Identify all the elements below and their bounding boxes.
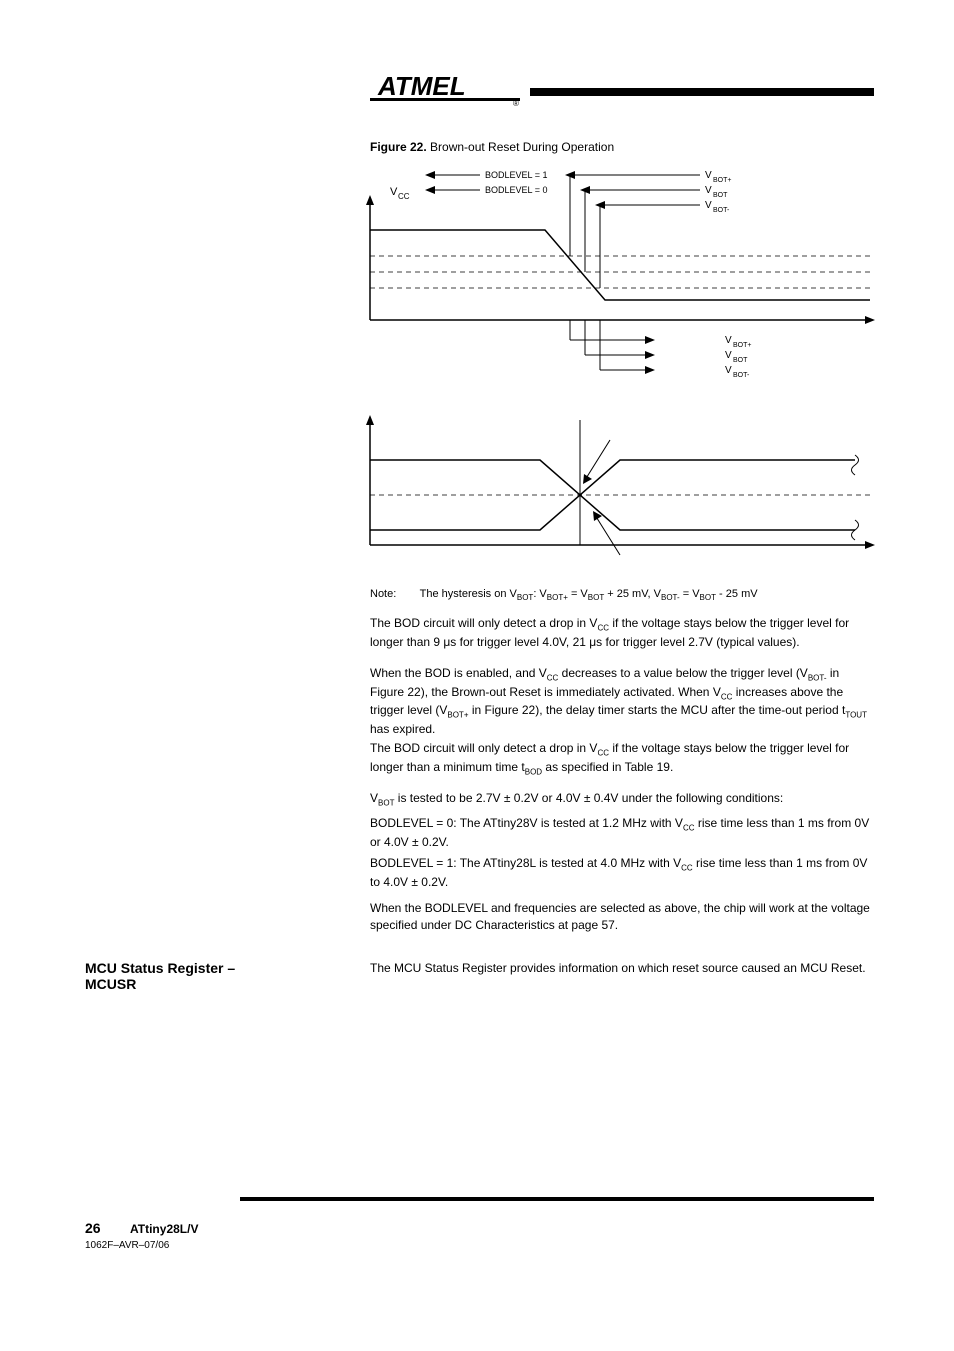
svg-text:V: V bbox=[705, 200, 712, 211]
svg-text:BOT: BOT bbox=[713, 192, 728, 199]
svg-text:V: V bbox=[705, 185, 712, 196]
mcusr-paragraph: The MCU Status Register provides informa… bbox=[370, 960, 870, 977]
bod-enable-paragraph: When the BOD is enabled, and VCC decreas… bbox=[370, 665, 870, 738]
svg-text:V: V bbox=[705, 170, 712, 181]
note-paragraph: Note: The hysteresis on VBOT: VBOT+ = VB… bbox=[370, 585, 870, 603]
doc-reference: ATtiny28L/V bbox=[130, 1222, 198, 1236]
figure-22-diagram: V CC VBOT+ VBOT VBOT- BODLEVEL = 1 BODLE… bbox=[0, 0, 954, 600]
svg-text:V: V bbox=[725, 335, 732, 346]
cond2-paragraph: BODLEVEL = 1: The ATtiny28L is tested at… bbox=[370, 855, 870, 890]
svg-text:BODLEVEL = 0: BODLEVEL = 0 bbox=[485, 185, 547, 195]
svg-text:BOT+: BOT+ bbox=[713, 177, 731, 184]
svg-text:CC: CC bbox=[398, 192, 410, 201]
svg-text:V: V bbox=[725, 365, 732, 376]
vbot-tested-paragraph: VBOT is tested to be 2.7V ± 0.2V or 4.0V… bbox=[370, 790, 870, 809]
mcusr-heading: MCU Status Register –MCUSR bbox=[85, 960, 235, 992]
svg-text:BODLEVEL = 1: BODLEVEL = 1 bbox=[485, 170, 547, 180]
svg-text:V: V bbox=[725, 350, 732, 361]
bod-detect2-paragraph: The BOD circuit will only detect a drop … bbox=[370, 740, 870, 777]
svg-text:BOT-: BOT- bbox=[733, 372, 750, 379]
doc-code: 1062F–AVR–07/06 bbox=[85, 1240, 169, 1251]
vcc-label: V bbox=[390, 186, 398, 198]
bod-detect-paragraph: The BOD circuit will only detect a drop … bbox=[370, 615, 870, 650]
svg-text:BOT+: BOT+ bbox=[733, 342, 751, 349]
footer-rule bbox=[240, 1197, 874, 1201]
cond1-paragraph: BODLEVEL = 0: The ATtiny28V is tested at… bbox=[370, 815, 870, 850]
page-number: 26 bbox=[85, 1220, 101, 1236]
selected-paragraph: When the BODLEVEL and frequencies are se… bbox=[370, 900, 870, 934]
svg-text:BOT: BOT bbox=[733, 357, 748, 364]
svg-text:BOT-: BOT- bbox=[713, 207, 730, 214]
